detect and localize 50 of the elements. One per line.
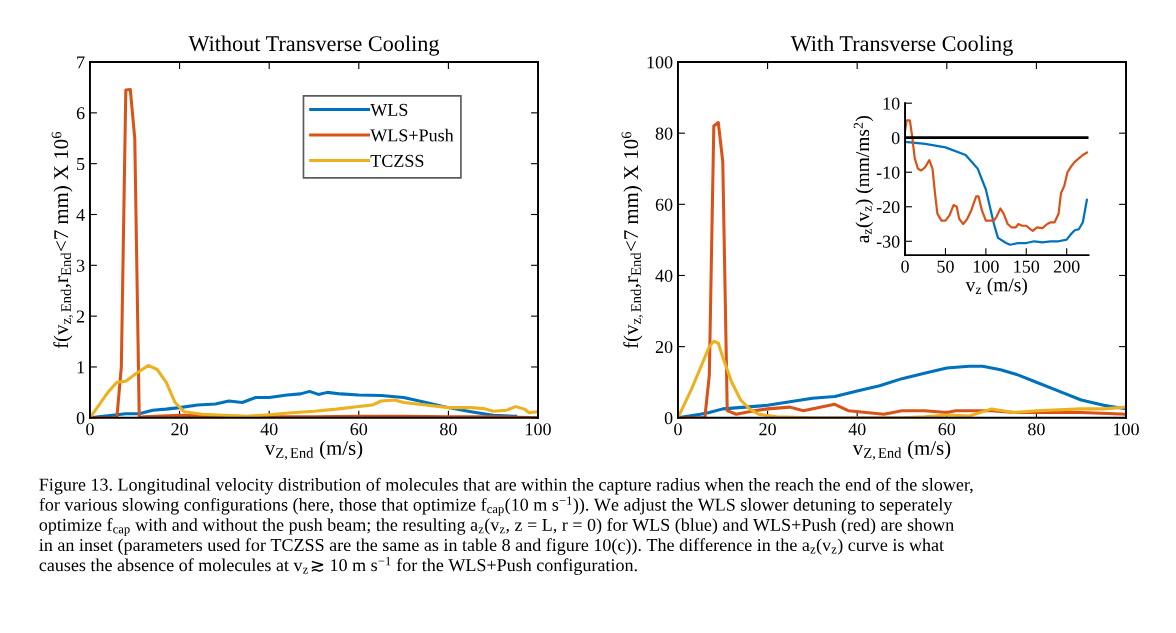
x-tick-label: 50	[937, 260, 954, 273]
x-tick-label: 150	[1014, 260, 1040, 273]
x-tick-label: 80	[1028, 423, 1045, 436]
x-tick-label: 200	[1053, 260, 1080, 273]
y-axis-title: f(v$_{z,End}$,r$_{End}$<7 mm) X 10$^{6}$	[621, 131, 644, 349]
y-axis-title: f(v$_{z,End}$,r$_{End}$<7 mm) X 10$^{6}$	[51, 131, 74, 349]
x-axis-title: v$_{Z,End}$ (m/s)	[264, 440, 363, 460]
x-tick-label: 100	[1114, 423, 1139, 436]
y-tick-label: 6	[76, 107, 85, 120]
x-tick-label: 0	[674, 423, 682, 436]
y-tick-label: -30	[876, 235, 900, 248]
x-tick-label: 60	[938, 423, 956, 436]
x-tick-label: 20	[759, 423, 776, 436]
x-tick-label: 40	[848, 423, 866, 436]
text: Figure 13. Longitudinal velocity distribution of molecules that are within the capture radius when the reach the end of the slower, for various slowing configurations (here, those that optimize f$_{cap}$(10 m s$^{−1}$)). We adjust the WLS slower detuning to seperately optimize f$_{cap}$ with and without the push beam; the resulting a$_{z}$(v$_{z}$, z = L, r = 0) for WLS (blue) and WLS+Push (red) are shown in an inset (parameters used for TCZSS are the same as in table 8 and figure 10(c)). The difference in the a$_{z}$(v$_{z}$) curve is what causes the absence of molecules at v$_{z}$ ≳ 10 m s$^{−1}$ for the WLS+Push configuration.	[39, 477, 973, 575]
legend-label: WLS+Push	[370, 128, 454, 142]
x-tick-label: 60	[350, 423, 368, 436]
y-tick-label: 0	[76, 412, 85, 425]
y-tick-label: 3	[76, 259, 85, 272]
chart-title: With Transverse Cooling	[790, 35, 1013, 56]
y-tick-label: 4	[76, 208, 85, 221]
line-series	[905, 119, 1088, 233]
y-tick-label: 0	[891, 131, 900, 145]
y-tick-label: -10	[876, 166, 900, 179]
y-tick-label: 5	[77, 158, 85, 171]
y-tick-label: 40	[655, 269, 673, 282]
y-tick-label: 20	[655, 340, 673, 354]
y-tick-label: 80	[655, 127, 673, 140]
x-axis-title: v$_{z}$ (m/s)	[965, 277, 1027, 296]
legend-label: WLS	[370, 103, 408, 117]
y-tick-label: -20	[876, 201, 900, 214]
x-tick-label: 80	[440, 423, 457, 436]
x-axis-title: v$_{Z,End}$ (m/s)	[852, 440, 951, 460]
x-tick-label: 100	[526, 423, 551, 436]
y-tick-label: 10	[883, 97, 900, 110]
y-tick-label: 0	[664, 412, 673, 425]
legend-label: TCZSS	[370, 154, 424, 167]
line-series	[905, 140, 1088, 246]
y-tick-label: 60	[655, 198, 673, 211]
y-tick-label: 100	[647, 56, 673, 69]
chart-title: Without Transverse Cooling	[188, 35, 440, 56]
y-tick-label: 1	[77, 361, 85, 374]
y-axis-title: a$_{z}$(v$_{z}$) (mm/ms$^{2}$)	[853, 116, 874, 243]
y-tick-label: 7	[77, 56, 85, 69]
x-tick-label: 100	[973, 260, 999, 273]
x-tick-label: 0	[901, 260, 909, 273]
x-tick-label: 40	[260, 423, 278, 436]
y-tick-label: 2	[76, 310, 85, 323]
x-tick-label: 20	[171, 423, 188, 436]
x-tick-label: 0	[86, 423, 94, 436]
